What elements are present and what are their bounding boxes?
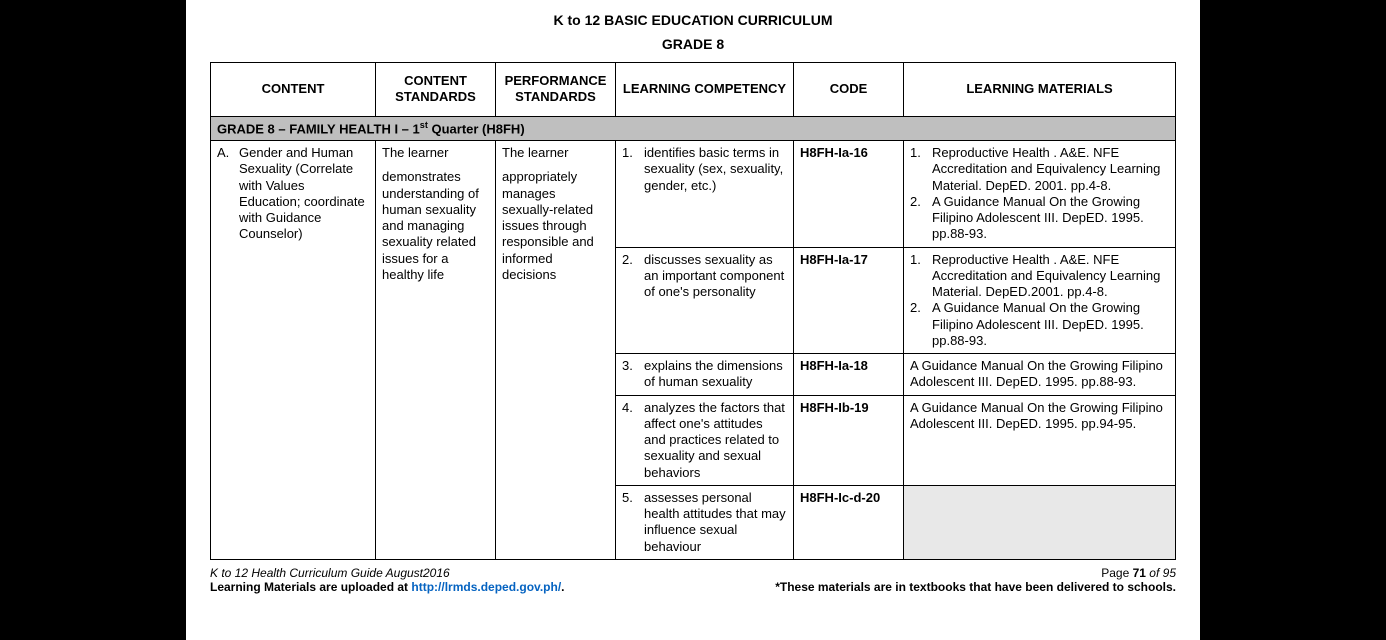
doc-title: K to 12 BASIC EDUCATION CURRICULUM <box>210 12 1176 28</box>
competency-cell: 4.analyzes the factors that affect one's… <box>616 395 794 485</box>
materials-cell <box>904 485 1176 559</box>
materials-cell: A Guidance Manual On the Growing Filipin… <box>904 395 1176 485</box>
content-standards-cell: The learner demonstrates understanding o… <box>376 141 496 560</box>
footer-guide-label: K to 12 Health Curriculum Guide August20… <box>210 566 450 580</box>
code-cell: H8FH-Ib-19 <box>794 395 904 485</box>
header-content-standards: CONTENT STANDARDS <box>376 63 496 117</box>
grade-title: GRADE 8 <box>210 36 1176 52</box>
curriculum-table: CONTENT CONTENT STANDARDS PERFORMANCE ST… <box>210 62 1176 560</box>
competency-cell: 3.explains the dimensions of human sexua… <box>616 354 794 396</box>
code-cell: H8FH-Ia-17 <box>794 247 904 354</box>
header-performance-standards: PERFORMANCE STANDARDS <box>496 63 616 117</box>
footer-link[interactable]: http://lrmds.deped.gov.ph/ <box>411 580 561 594</box>
performance-standards-cell: The learner appropriately manages sexual… <box>496 141 616 560</box>
competency-cell: 5.assesses personal health attitudes tha… <box>616 485 794 559</box>
header-learning-materials: LEARNING MATERIALS <box>904 63 1176 117</box>
content-cell: A.Gender and Human Sexuality (Correlate … <box>211 141 376 560</box>
table-header: CONTENT CONTENT STANDARDS PERFORMANCE ST… <box>211 63 1176 117</box>
code-cell: H8FH-Ia-16 <box>794 141 904 248</box>
materials-cell: A Guidance Manual On the Growing Filipin… <box>904 354 1176 396</box>
table-row: A.Gender and Human Sexuality (Correlate … <box>211 141 1176 248</box>
header-content: CONTENT <box>211 63 376 117</box>
header-learning-competency: LEARNING COMPETENCY <box>616 63 794 117</box>
footer-upload-note: Learning Materials are uploaded at http:… <box>210 580 565 594</box>
section-row: GRADE 8 – FAMILY HEALTH I – 1st Quarter … <box>211 116 1176 141</box>
competency-cell: 1.identifies basic terms in sexuality (s… <box>616 141 794 248</box>
materials-cell: 1. Reproductive Health . A&E. NFE Accred… <box>904 247 1176 354</box>
page-footer: K to 12 Health Curriculum Guide August20… <box>210 566 1176 594</box>
table-body: GRADE 8 – FAMILY HEALTH I – 1st Quarter … <box>211 116 1176 559</box>
document-page: K to 12 BASIC EDUCATION CURRICULUM GRADE… <box>186 0 1200 640</box>
code-cell: H8FH-Ic-d-20 <box>794 485 904 559</box>
footer-page-number: Page 71 of 95 <box>1101 566 1176 580</box>
code-cell: H8FH-Ia-18 <box>794 354 904 396</box>
competency-cell: 2.discusses sexuality as an important co… <box>616 247 794 354</box>
header-code: CODE <box>794 63 904 117</box>
section-label: GRADE 8 – FAMILY HEALTH I – 1st Quarter … <box>211 116 1176 141</box>
materials-cell: 1.Reproductive Health . A&E. NFE Accredi… <box>904 141 1176 248</box>
footer-textbook-note: *These materials are in textbooks that h… <box>775 580 1176 594</box>
